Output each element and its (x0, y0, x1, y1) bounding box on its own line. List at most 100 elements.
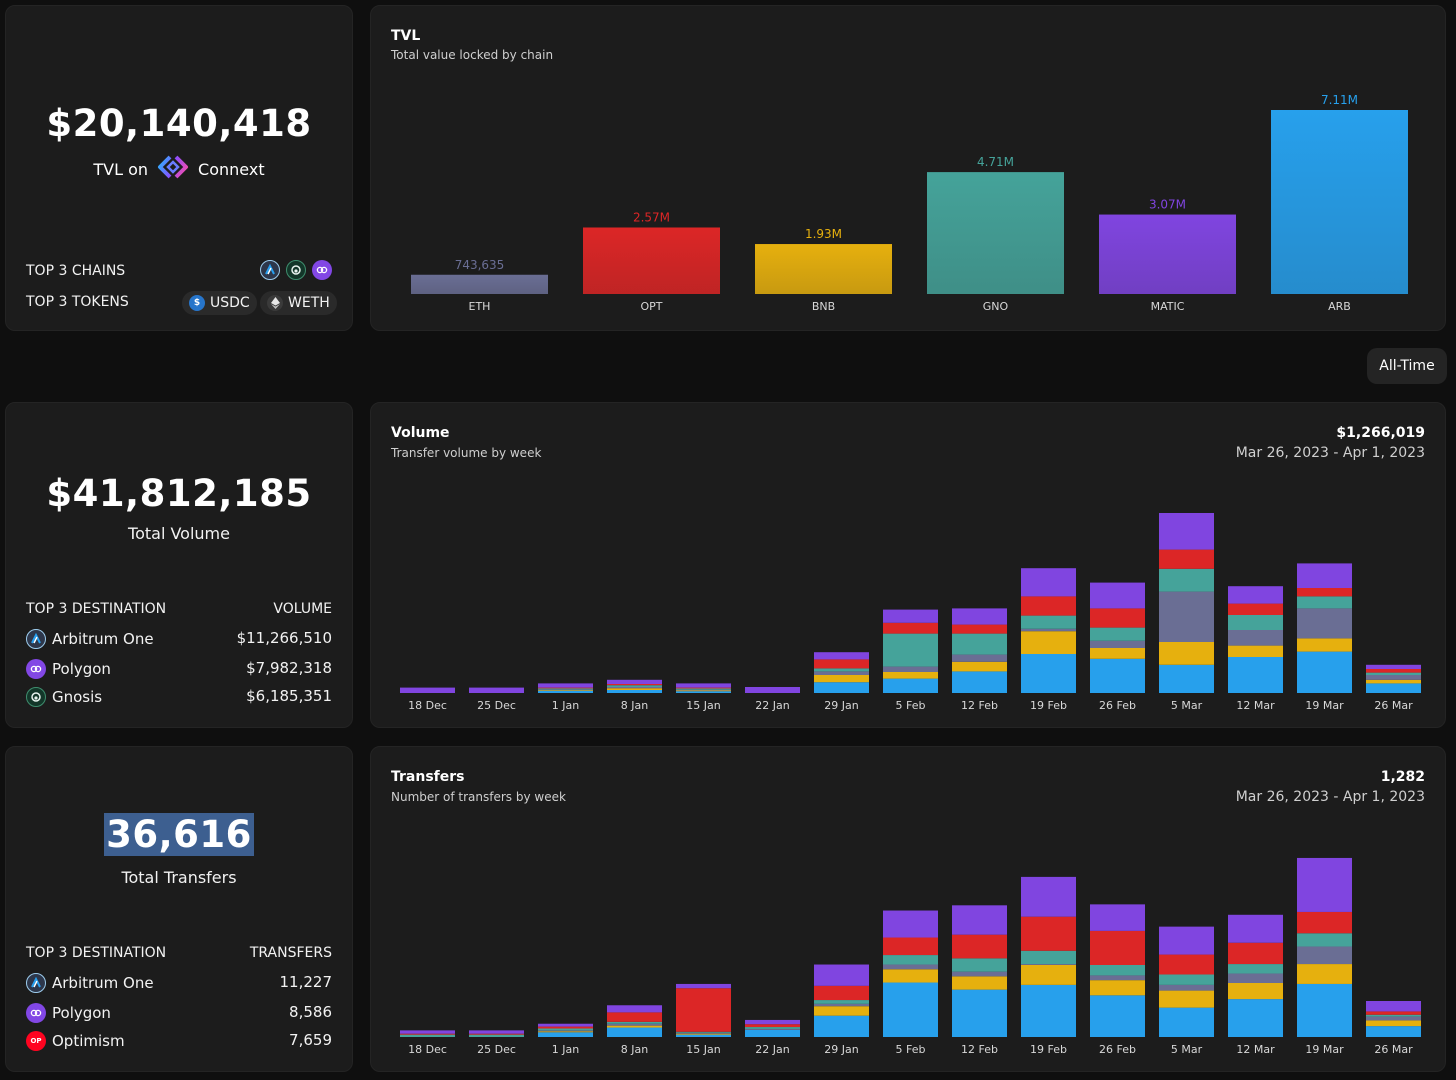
transfers-bar-segment-gno[interactable] (883, 955, 938, 965)
volume-bar-segment-opt[interactable] (952, 624, 1007, 634)
volume-bar-segment-gno[interactable] (676, 688, 731, 690)
transfers-bar-segment-arb[interactable] (676, 1034, 731, 1037)
transfers-bar-segment-bnb[interactable] (1090, 980, 1145, 996)
volume-bar-segment-arb[interactable] (1366, 683, 1421, 693)
transfers-bar-segment-matic[interactable] (400, 1030, 455, 1034)
transfers-bar-segment-opt[interactable] (1297, 911, 1352, 934)
transfers-bar-segment-gno[interactable] (745, 1027, 800, 1029)
transfers-bar-segment-arb[interactable] (952, 989, 1007, 1037)
transfers-bar-segment-bnb[interactable] (883, 969, 938, 983)
transfers-bar-segment-eth[interactable] (745, 1028, 800, 1030)
volume-bar-segment-arb[interactable] (883, 678, 938, 693)
transfers-bar-segment-gno[interactable] (676, 1031, 731, 1033)
transfers-bar-segment-matic[interactable] (745, 1019, 800, 1025)
transfers-bar-segment-arb[interactable] (1159, 1007, 1214, 1037)
volume-bar-segment-arb[interactable] (1297, 651, 1352, 693)
transfers-bar-segment-matic[interactable] (1090, 904, 1145, 931)
volume-bar-segment-opt[interactable] (1021, 596, 1076, 616)
volume-bar-segment-arb[interactable] (1228, 657, 1283, 693)
transfers-bar-segment-opt[interactable] (400, 1033, 455, 1035)
volume-bar-segment-bnb[interactable] (607, 688, 662, 690)
transfers-bar-segment-bnb[interactable] (1366, 1020, 1421, 1027)
volume-bar-segment-eth[interactable] (607, 687, 662, 689)
volume-bar-segment-opt[interactable] (607, 684, 662, 686)
volume-bar-segment-matic[interactable] (814, 652, 869, 660)
transfers-bar-segment-bnb[interactable] (538, 1031, 593, 1033)
transfers-bar-segment-eth[interactable] (883, 964, 938, 970)
transfers-bar-segment-arb[interactable] (538, 1032, 593, 1037)
volume-bar-segment-bnb[interactable] (1090, 648, 1145, 659)
transfers-bar-segment-matic[interactable] (1021, 876, 1076, 917)
transfers-bar-segment-bnb[interactable] (1297, 964, 1352, 984)
transfers-bar-segment-eth[interactable] (1159, 984, 1214, 991)
transfers-bar-segment-eth[interactable] (952, 971, 1007, 977)
volume-bar-segment-matic[interactable] (469, 687, 524, 693)
total-transfers-amount[interactable]: 36,616 (104, 813, 254, 856)
volume-bar-segment-bnb[interactable] (883, 672, 938, 679)
transfers-bar-segment-eth[interactable] (607, 1023, 662, 1026)
volume-bar-segment-matic[interactable] (676, 683, 731, 688)
tvl-bar-matic[interactable] (1099, 214, 1236, 294)
volume-bar-segment-bnb[interactable] (1159, 642, 1214, 665)
transfers-bar-segment-arb[interactable] (1297, 983, 1352, 1037)
volume-bar-segment-arb[interactable] (607, 690, 662, 693)
transfers-bar-segment-arb[interactable] (607, 1027, 662, 1037)
transfers-bar-segment-gno[interactable] (952, 958, 1007, 972)
transfers-bar-segment-opt[interactable] (1021, 916, 1076, 951)
transfers-bar-segment-opt[interactable] (745, 1024, 800, 1028)
volume-bar-segment-eth[interactable] (1228, 630, 1283, 646)
transfers-bar-segment-eth[interactable] (814, 1003, 869, 1007)
volume-bar-segment-matic[interactable] (1090, 582, 1145, 609)
volume-bar-segment-gno[interactable] (1366, 672, 1421, 675)
transfers-bar-segment-arb[interactable] (1366, 1026, 1421, 1037)
volume-bar-segment-bnb[interactable] (1297, 638, 1352, 652)
tvl-bar-opt[interactable] (583, 227, 720, 294)
volume-bar-segment-eth[interactable] (814, 671, 869, 675)
transfers-bar-segment-opt[interactable] (469, 1033, 524, 1035)
transfers-bar-segment-arb[interactable] (1090, 995, 1145, 1037)
transfers-bar-segment-eth[interactable] (1021, 964, 1076, 965)
transfers-bar-segment-opt[interactable] (883, 937, 938, 956)
transfers-bar-segment-bnb[interactable] (1159, 990, 1214, 1008)
volume-bar-segment-matic[interactable] (400, 687, 455, 693)
volume-bar-segment-eth[interactable] (538, 689, 593, 691)
transfers-bar-segment-eth[interactable] (676, 1032, 731, 1034)
transfers-bar-segment-bnb[interactable] (952, 976, 1007, 990)
volume-bar-segment-matic[interactable] (607, 679, 662, 684)
transfers-bar-segment-bnb[interactable] (814, 1006, 869, 1016)
volume-bar-segment-eth[interactable] (1366, 675, 1421, 680)
tvl-bar-eth[interactable] (411, 274, 548, 294)
transfers-bar-segment-gno[interactable] (607, 1021, 662, 1024)
transfers-bar-segment-gno[interactable] (1228, 964, 1283, 974)
transfers-bar-segment-matic[interactable] (469, 1030, 524, 1034)
volume-bar-segment-opt[interactable] (1228, 603, 1283, 615)
volume-bar-segment-opt[interactable] (1090, 608, 1145, 628)
transfers-bar-segment-eth[interactable] (1366, 1016, 1421, 1021)
volume-bar-segment-arb[interactable] (676, 691, 731, 693)
transfers-bar-segment-arb[interactable] (814, 1015, 869, 1037)
volume-bar-segment-opt[interactable] (1159, 549, 1214, 569)
transfers-bar-segment-matic[interactable] (1159, 926, 1214, 955)
volume-bar-segment-bnb[interactable] (1021, 631, 1076, 654)
transfers-bar-segment-eth[interactable] (1297, 946, 1352, 965)
volume-bar-segment-arb[interactable] (1159, 664, 1214, 693)
transfers-bar-segment-opt[interactable] (676, 988, 731, 1032)
volume-bar-segment-matic[interactable] (1297, 563, 1352, 588)
transfers-bar-segment-gno[interactable] (469, 1034, 524, 1037)
transfers-bar-segment-matic[interactable] (607, 1005, 662, 1013)
volume-bar-segment-bnb[interactable] (1228, 645, 1283, 657)
volume-bar-segment-opt[interactable] (1297, 588, 1352, 597)
transfers-bar-segment-gno[interactable] (1021, 950, 1076, 965)
transfers-bar-segment-gno[interactable] (1366, 1014, 1421, 1017)
volume-bar-segment-eth[interactable] (1159, 591, 1214, 642)
volume-bar-segment-matic[interactable] (1159, 513, 1214, 550)
volume-bar-segment-matic[interactable] (1228, 586, 1283, 604)
volume-bar-segment-matic[interactable] (1021, 568, 1076, 597)
transfers-bar-segment-gno[interactable] (400, 1034, 455, 1037)
volume-bar-segment-gno[interactable] (1021, 615, 1076, 629)
transfers-bar-segment-bnb[interactable] (607, 1025, 662, 1028)
transfers-bar-segment-matic[interactable] (538, 1023, 593, 1027)
tvl-bar-gno[interactable] (927, 172, 1064, 294)
transfers-bar-segment-opt[interactable] (1366, 1011, 1421, 1015)
transfers-bar-segment-matic[interactable] (1297, 857, 1352, 912)
